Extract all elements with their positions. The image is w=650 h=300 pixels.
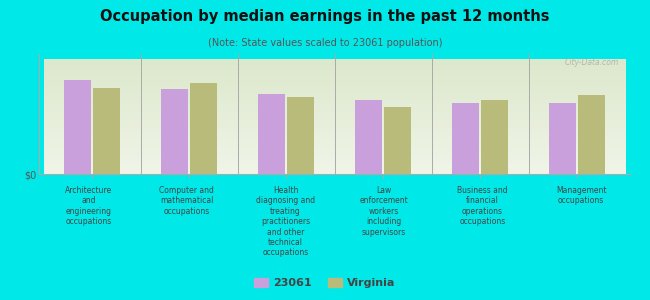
Text: Health
diagnosing and
treating
practitioners
and other
technical
occupations: Health diagnosing and treating practitio…	[256, 186, 315, 257]
Text: Law
enforcement
workers
including
supervisors: Law enforcement workers including superv…	[359, 186, 408, 237]
Text: Computer and
mathematical
occupations: Computer and mathematical occupations	[159, 186, 214, 216]
Bar	[287, 98, 315, 174]
Bar	[549, 103, 576, 174]
Legend: 23061, Virginia: 23061, Virginia	[251, 274, 399, 291]
Text: (Note: State values scaled to 23061 population): (Note: State values scaled to 23061 popu…	[208, 38, 442, 47]
Bar	[355, 100, 382, 174]
Bar	[452, 103, 479, 174]
Bar	[578, 95, 605, 174]
Bar	[258, 94, 285, 174]
Text: Occupation by median earnings in the past 12 months: Occupation by median earnings in the pas…	[100, 9, 550, 24]
Text: Business and
financial
operations
occupations: Business and financial operations occupa…	[458, 186, 508, 226]
Bar	[481, 100, 508, 174]
Text: City-Data.com: City-Data.com	[564, 58, 619, 67]
Text: Architecture
and
engineering
occupations: Architecture and engineering occupations	[64, 186, 112, 226]
Bar	[64, 80, 92, 174]
Text: Management
occupations: Management occupations	[556, 186, 606, 206]
Bar	[384, 106, 411, 174]
Bar	[190, 82, 217, 174]
Bar	[161, 89, 188, 174]
Bar	[94, 88, 120, 174]
